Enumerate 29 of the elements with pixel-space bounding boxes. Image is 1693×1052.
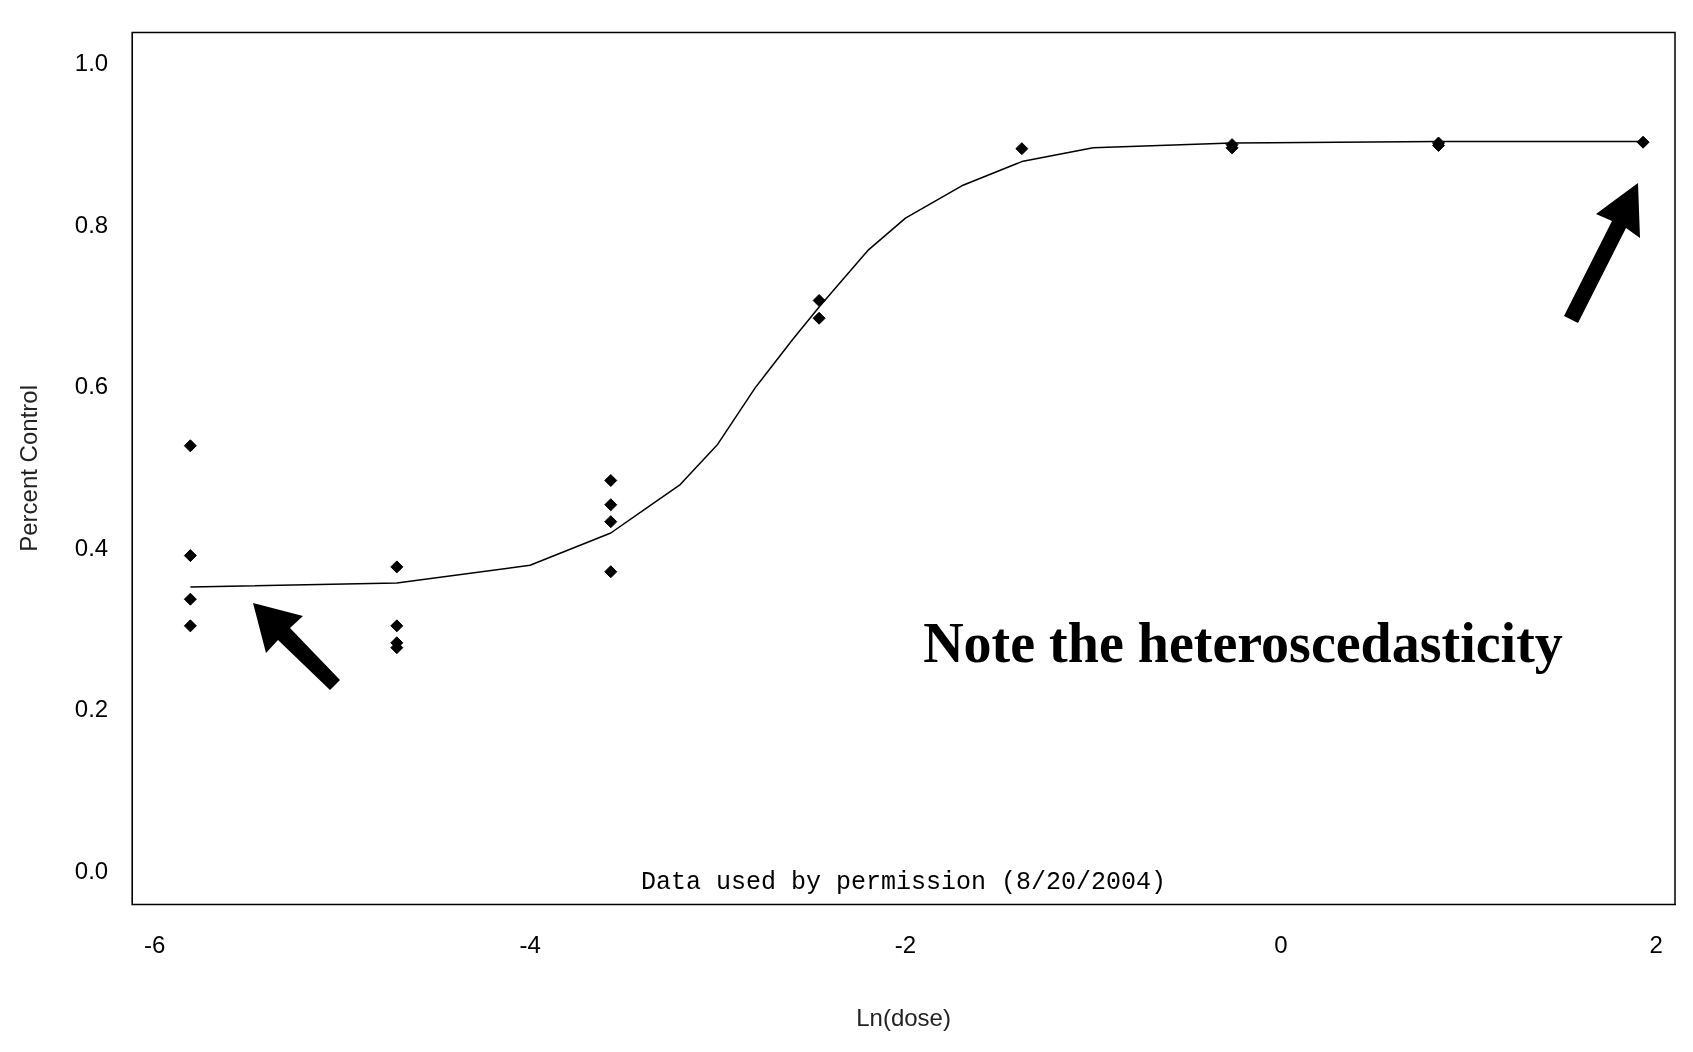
y-tick-label: 1.0: [74, 49, 109, 77]
point: [604, 474, 618, 488]
x-tick-label: 2: [1649, 931, 1663, 959]
x-axis-title: Ln(dose): [856, 1004, 951, 1032]
y-tick-label: 0.2: [74, 695, 109, 723]
point: [812, 293, 826, 307]
annotation: Data used by permission (8/20/2004): [641, 867, 1167, 897]
point: [812, 311, 826, 325]
point: [183, 439, 197, 453]
x-tick-label: -2: [894, 931, 917, 959]
x-tick-label: 0: [1274, 931, 1288, 959]
point: [390, 560, 404, 574]
point: [183, 619, 197, 633]
x-tick-label: -4: [519, 931, 541, 959]
y-tick-label: 0.8: [74, 210, 109, 238]
point: [1015, 142, 1029, 156]
y-tick-label: 0.6: [74, 372, 109, 400]
point: [183, 592, 197, 606]
point: [390, 619, 404, 633]
y-axis-title: Percent Control: [15, 385, 43, 552]
x-tick-label: -6: [144, 931, 166, 959]
annotation: Note the heteroscedasticity: [923, 611, 1563, 674]
point: [1636, 135, 1650, 149]
point: [604, 498, 618, 512]
y-tick-label: 0.0: [74, 856, 109, 884]
point: [604, 515, 618, 529]
y-tick-label: 0.4: [74, 533, 109, 561]
point: [604, 565, 618, 579]
point: [183, 549, 197, 563]
